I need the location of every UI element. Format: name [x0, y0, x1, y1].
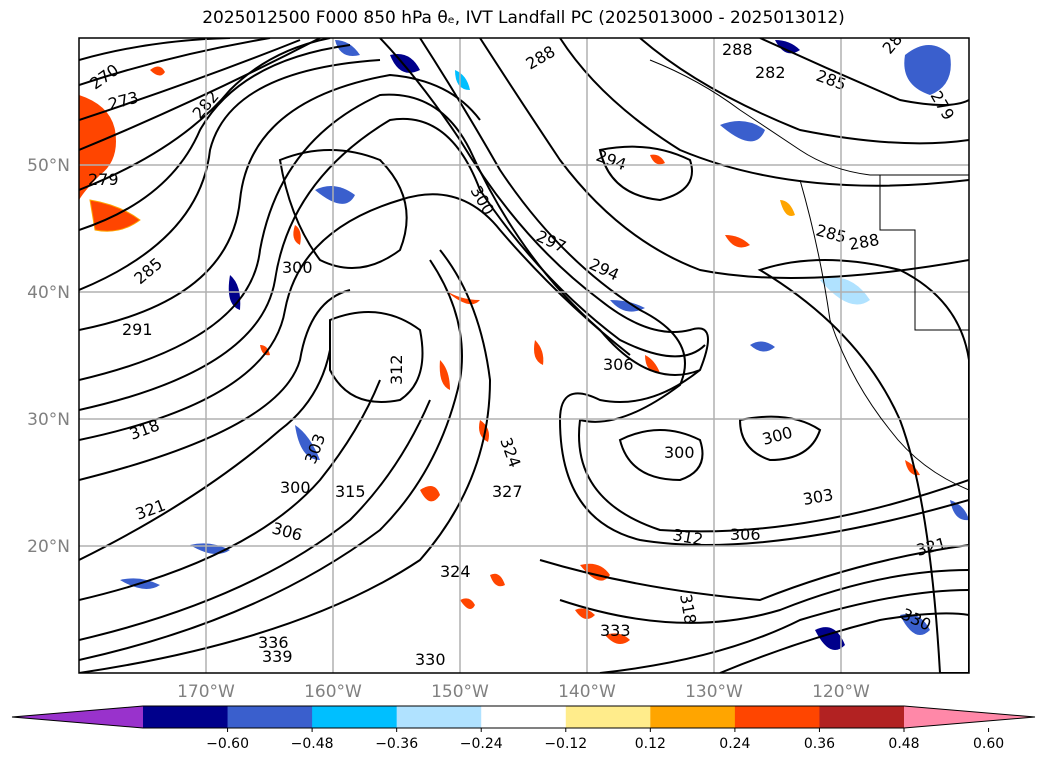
contour-label: 339 [262, 647, 293, 666]
colorbar-segment [396, 706, 482, 728]
colorbar-segment [227, 706, 313, 728]
contour-label: 300 [280, 478, 311, 497]
colorbar-tick-label: −0.36 [375, 736, 418, 752]
lon-label: 130°W [685, 682, 743, 702]
colorbar-tick-label: −0.60 [206, 736, 249, 752]
map-panel[interactable]: 270 273 279 282 285 288 291 294 297 300 … [79, 22, 969, 673]
colorbar-segment [819, 706, 905, 728]
lat-label: 30°N [27, 410, 70, 430]
colorbar-segment [481, 706, 567, 728]
contour-label: 306 [603, 355, 634, 374]
contour-label: 336 [258, 633, 289, 652]
colorbar-segment [734, 706, 820, 728]
lat-label: 50°N [27, 156, 70, 176]
lon-label: 150°W [431, 682, 489, 702]
contour-label: 327 [492, 482, 523, 501]
colorbar-segment [143, 706, 229, 728]
lon-label: 170°W [177, 682, 235, 702]
contour-label: 312 [387, 354, 406, 385]
contour-label: 300 [664, 443, 695, 462]
colorbar-extend-high [904, 706, 1035, 728]
theta-e-contours [79, 38, 969, 673]
contour-label: 330 [415, 650, 446, 669]
colorbar-tick-label: −0.12 [544, 736, 587, 752]
contour-label: 288 [722, 40, 753, 59]
lon-axis: 170°W 160°W 150°W 140°W 130°W 120°W [177, 682, 870, 702]
colorbar-tick-label: 0.24 [719, 736, 750, 752]
map-frame [78, 37, 970, 674]
contour-label: 300 [282, 258, 313, 277]
lon-label: 140°W [558, 682, 616, 702]
contour-label: 315 [335, 482, 366, 501]
lat-axis: 50°N 40°N 30°N 20°N [27, 156, 70, 557]
graticule [79, 38, 969, 673]
colorbar-tick-label: −0.48 [291, 736, 334, 752]
colorbar-segment [565, 706, 651, 728]
contour-label: 291 [122, 320, 153, 339]
colorbar-tick-label: 0.36 [804, 736, 835, 752]
lat-label: 20°N [27, 537, 70, 557]
colorbar-segment [650, 706, 736, 728]
contour-label: 306 [730, 525, 761, 544]
contour-label-group: 270 273 279 282 285 288 291 294 297 300 … [86, 38, 958, 669]
colorbar-segment [312, 706, 398, 728]
colorbar-extend-low [12, 706, 143, 728]
colorbar-tick-label: 0.48 [888, 736, 919, 752]
lon-label: 120°W [812, 682, 870, 702]
lon-label: 160°W [304, 682, 362, 702]
contour-label: 333 [600, 621, 631, 640]
lat-label: 40°N [27, 283, 70, 303]
contour-label: 279 [88, 170, 119, 189]
colorbar-tick-label: 0.12 [635, 736, 666, 752]
colorbar: −0.60 −0.48 −0.36 −0.24 −0.12 0.12 0.24 0.36 0.4… [11, 705, 1036, 752]
colorbar-tick-label: 0.60 [973, 736, 1004, 752]
coastline [649, 59, 969, 491]
colorbar-tick-label: −0.24 [460, 736, 503, 752]
contour-label: 282 [755, 63, 786, 82]
contour-label: 324 [440, 562, 471, 581]
figure-title: 2025012500 F000 850 hPa θₑ, IVT Landfall… [202, 8, 845, 28]
colorbar-outline [11, 705, 1036, 729]
